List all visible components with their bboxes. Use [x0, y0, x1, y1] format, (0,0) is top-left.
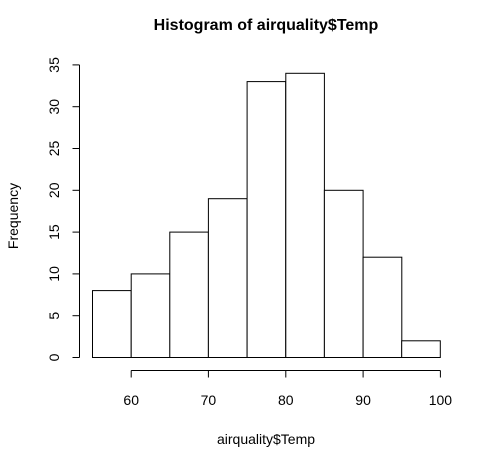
histogram-bar-55-60: [92, 290, 132, 359]
histogram-bar-65-70: [169, 231, 209, 359]
histogram-bars: [92, 72, 441, 359]
histogram-bar-90-95: [362, 256, 403, 359]
y-tick-label: 20: [46, 182, 62, 198]
y-tick-label: 10: [46, 266, 62, 282]
y-tick-label: 15: [46, 224, 62, 240]
histogram-bar-70-75: [207, 198, 248, 358]
histogram-bar-80-85: [285, 72, 325, 359]
y-tick-label: 5: [46, 312, 62, 320]
y-axis-label: Frequency: [5, 183, 21, 249]
histogram-bar-60-65: [130, 273, 171, 358]
y-tick-label: 35: [46, 57, 62, 73]
x-tick-label: 100: [429, 392, 453, 408]
y-tick-label: 25: [46, 141, 62, 157]
x-axis-label: airquality$Temp: [217, 431, 315, 447]
histogram-bar-95-100: [401, 340, 441, 358]
histogram-bar-85-90: [323, 189, 364, 358]
y-axis: 0 5 10 15 20 25 30 35: [46, 57, 80, 361]
x-tick-label: 70: [201, 392, 217, 408]
x-axis: 60 70 80 90 100: [123, 370, 453, 408]
histogram-bar-75-80: [246, 81, 287, 358]
x-tick-label: 80: [278, 392, 294, 408]
x-tick-label: 90: [355, 392, 371, 408]
y-tick-label: 30: [46, 99, 62, 115]
x-tick-label: 60: [123, 392, 139, 408]
chart-title: Histogram of airquality$Temp: [154, 17, 379, 34]
y-tick-label: 0: [46, 353, 62, 361]
